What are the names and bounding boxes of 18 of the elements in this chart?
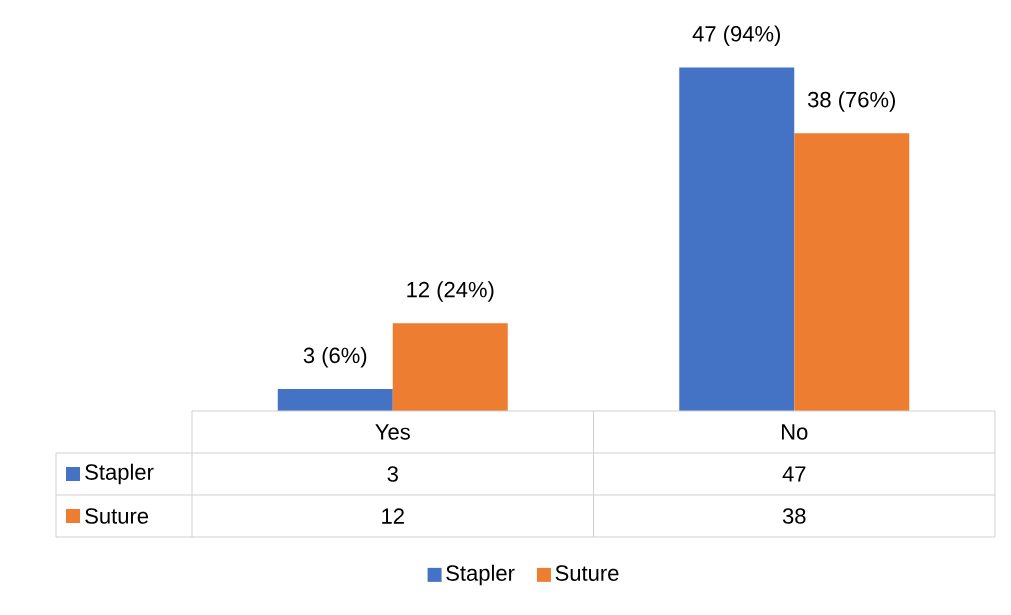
text: Stapler: [446, 564, 515, 586]
data-label: 38: [782, 508, 806, 524]
annotation: 3 (6%): [303, 347, 367, 368]
x-tick-label: No: [782, 424, 808, 440]
bar: [679, 67, 795, 411]
legend-label: Stapler: [85, 463, 154, 485]
legend-label: Suture: [555, 565, 619, 581]
text: Suture: [85, 508, 149, 524]
annotation: 47 (94%): [692, 25, 780, 46]
data-label: 12: [382, 508, 404, 524]
bar: [277, 389, 393, 411]
bar: [392, 323, 508, 411]
annotation: 38 (76%): [807, 91, 895, 112]
bar: [794, 133, 910, 411]
annotation: 12 (24%): [407, 281, 494, 302]
data-label: 47: [782, 466, 806, 482]
x-tick-label: Yes: [375, 424, 410, 440]
data-label: 3: [387, 466, 398, 482]
